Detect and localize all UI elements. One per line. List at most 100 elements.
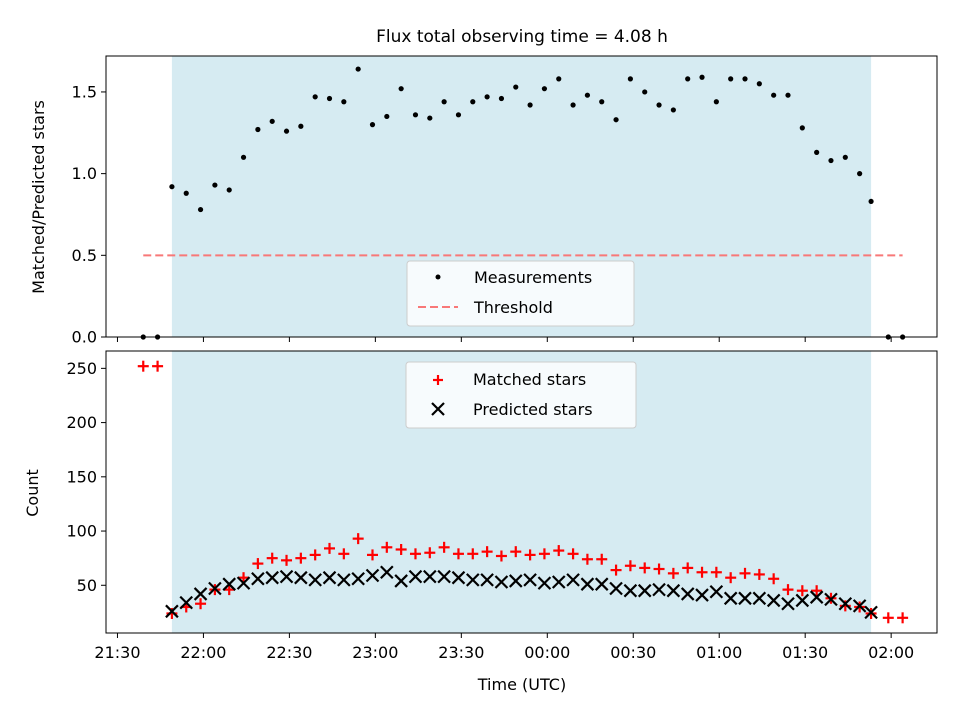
bottom-x-tick-label: 23:00 [352, 643, 398, 662]
legend-matched-label: Matched stars [473, 370, 586, 389]
matched-star-point [481, 546, 493, 558]
matched-star-point [739, 567, 751, 579]
matched-star-point [381, 541, 393, 553]
measurement-point [728, 76, 734, 82]
matched-star-point [338, 548, 350, 560]
predicted-star-point [451, 570, 466, 585]
predicted-star-point [566, 573, 580, 587]
matched-star-point [424, 547, 436, 559]
predicted-star-point [537, 576, 552, 590]
top-y-tick-label: 0.0 [72, 328, 97, 347]
measurement-point [756, 81, 762, 87]
measurement-point [240, 154, 247, 160]
measurement-point [857, 171, 863, 177]
measurement-point [355, 66, 361, 72]
bottom-legend-box [405, 361, 637, 429]
predicted-star-point [652, 582, 666, 597]
predicted-star-point [380, 565, 394, 580]
bottom-xlabel: Time (UTC) [477, 675, 566, 694]
measurement-point [312, 94, 318, 100]
measurement-point [814, 149, 820, 155]
bottom-y-tick-label: 50 [77, 576, 97, 595]
measurement-point [656, 102, 662, 108]
predicted-star-point [236, 576, 251, 590]
bottom-x-tick-label: 00:00 [524, 643, 570, 662]
measurement-point [742, 76, 748, 82]
predicted-star-point [251, 571, 265, 586]
matched-star-point [639, 562, 651, 574]
matched-star-point [567, 548, 579, 560]
predicted-star-point [795, 593, 810, 608]
measurement-point [427, 115, 433, 121]
predicted-star-point [523, 573, 537, 587]
matched-star-point [252, 558, 264, 570]
measurement-point [713, 99, 719, 105]
bottom-y-ticks: 50 100 150 200 250 [66, 359, 106, 595]
measurement-point [785, 92, 791, 98]
measurement-point [627, 76, 633, 82]
top-y-tick-label: 0.5 [72, 246, 97, 265]
measurement-point [269, 118, 275, 124]
matched-star-point [725, 572, 737, 584]
matched-star-point [352, 533, 364, 545]
measurement-point [470, 99, 476, 105]
matched-star-point [495, 550, 507, 562]
measurement-point [613, 117, 619, 123]
measurement-point [584, 92, 591, 98]
predicted-star-point [738, 591, 752, 606]
measurement-point [255, 126, 261, 133]
measurement-point [828, 157, 834, 164]
matched-star-point [538, 548, 550, 560]
predicted-star-point [494, 575, 509, 589]
measurement-point [326, 95, 333, 102]
predicted-star-point [337, 573, 351, 587]
predicted-star-point [193, 587, 208, 601]
measurement-point [441, 99, 447, 105]
predicted-star-point [279, 569, 294, 584]
matched-star-point [882, 612, 894, 624]
measurement-point [642, 89, 648, 95]
top-ylabel: Matched/Predicted stars [29, 100, 48, 294]
predicted-star-point [695, 588, 709, 602]
matched-star-point [624, 560, 636, 572]
matched-star-point [295, 552, 307, 564]
top-axes-frame [105, 55, 938, 338]
matched-star-point [768, 573, 780, 585]
predicted-star-point [723, 591, 738, 606]
matched-star-point [281, 554, 293, 566]
predicted-star-point [294, 570, 308, 585]
legend-matched-marker [433, 375, 443, 385]
measurement-point [868, 198, 874, 205]
predicted-star-point [752, 591, 767, 606]
matched-star-point [581, 553, 593, 565]
measurement-point [498, 95, 505, 102]
measurement-point [384, 113, 390, 120]
predicted-star-point [480, 573, 494, 587]
bottom-x-tick-label: 00:30 [610, 643, 656, 662]
measurement-point [412, 112, 419, 118]
matched-star-point [653, 563, 665, 575]
matched-star-point [696, 566, 708, 578]
predicted-star-point [766, 593, 781, 608]
measurement-point [527, 102, 533, 108]
measurement-point [183, 190, 189, 196]
bottom-y-tick-label: 200 [66, 413, 97, 432]
bottom-y-tick-label: 150 [66, 467, 97, 486]
measurement-point [842, 154, 848, 160]
matched-star-point [309, 549, 321, 561]
measurement-point [513, 84, 519, 90]
predicted-star-point [222, 577, 236, 591]
predicted-star-point [637, 583, 652, 598]
predicted-star-point [394, 574, 408, 588]
bottom-x-tick-label: 23:30 [438, 643, 484, 662]
matched-star-point [238, 572, 250, 584]
bottom-ylabel: Count [23, 469, 42, 517]
top-x-ticks [116, 337, 892, 342]
measurement-point [541, 86, 548, 92]
top-y-tick-label: 1.5 [72, 82, 97, 101]
matched-star-point [324, 542, 336, 554]
predicted-star-point [864, 605, 878, 620]
predicted-star-point [551, 575, 566, 589]
predicted-star-point [466, 573, 480, 587]
